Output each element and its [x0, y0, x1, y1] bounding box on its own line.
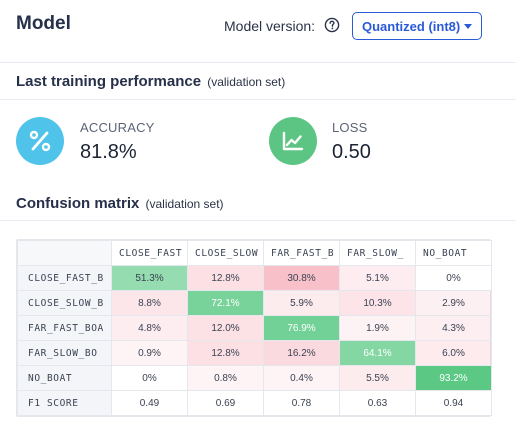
- performance-title-text: Last training performance: [16, 73, 202, 90]
- question-circle-icon[interactable]: [324, 17, 340, 33]
- matrix-cell: 12.0%: [187, 315, 264, 341]
- accuracy-value: 81.8%: [80, 141, 137, 163]
- matrix-col-header: FAR_SLOW_: [339, 240, 416, 266]
- matrix-cell: 4.8%: [111, 315, 188, 341]
- performance-title: Last training performance (validation se…: [16, 73, 285, 90]
- performance-divider: [0, 99, 516, 100]
- header-divider: [0, 62, 516, 63]
- matrix-cell: 4.3%: [415, 315, 492, 341]
- matrix-row: CLOSE_SLOW_B 8.8% 72.1% 5.9% 10.3% 2.9%: [17, 290, 492, 316]
- matrix-cell: 12.8%: [187, 340, 264, 366]
- matrix-col-header: CLOSE_SLOW: [187, 240, 264, 266]
- f1-score-row: F1 SCORE 0.49 0.69 0.78 0.63 0.94: [17, 390, 492, 416]
- matrix-header-row: CLOSE_FAST CLOSE_SLOW FAR_FAST_B FAR_SLO…: [17, 240, 492, 266]
- matrix-cell: 76.9%: [263, 315, 340, 341]
- matrix-row: FAR_SLOW_BO 0.9% 12.8% 16.2% 64.1% 6.0%: [17, 340, 492, 366]
- confusion-title-text: Confusion matrix: [16, 195, 140, 212]
- matrix-row-header: FAR_SLOW_BO: [17, 340, 112, 366]
- matrix-cell: 10.3%: [339, 290, 416, 316]
- percent-icon: [16, 117, 64, 165]
- matrix-col-header: NO_BOAT: [415, 240, 492, 266]
- matrix-cell: 51.3%: [111, 265, 188, 291]
- matrix-cell: 2.9%: [415, 290, 492, 316]
- matrix-col-header: CLOSE_FAST: [111, 240, 188, 266]
- matrix-cell: 6.0%: [415, 340, 492, 366]
- matrix-cell: 12.8%: [187, 265, 264, 291]
- matrix-cell: 0%: [111, 365, 188, 391]
- matrix-corner-cell: [17, 240, 112, 266]
- matrix-cell: 0.8%: [187, 365, 264, 391]
- confusion-title: Confusion matrix (validation set): [16, 195, 224, 212]
- page-title: Model: [16, 13, 71, 34]
- matrix-cell: 16.2%: [263, 340, 340, 366]
- accuracy-label: ACCURACY: [80, 120, 155, 135]
- loss-value: 0.50: [332, 141, 371, 163]
- f1-score-cell: 0.69: [187, 390, 264, 416]
- matrix-cell: 5.5%: [339, 365, 416, 391]
- f1-score-cell: 0.78: [263, 390, 340, 416]
- loss-badge: [269, 117, 317, 165]
- line-chart-icon: [269, 117, 317, 165]
- model-version-select[interactable]: Quantized (int8): [352, 12, 482, 40]
- matrix-cell: 72.1%: [187, 290, 264, 316]
- model-version-label: Model version:: [224, 18, 316, 34]
- matrix-row-header: CLOSE_SLOW_B: [17, 290, 112, 316]
- confusion-matrix-table: CLOSE_FAST CLOSE_SLOW FAR_FAST_B FAR_SLO…: [17, 240, 492, 416]
- model-header: Model Model version: Quantized (int8): [0, 0, 516, 50]
- matrix-cell: 1.9%: [339, 315, 416, 341]
- matrix-cell: 8.8%: [111, 290, 188, 316]
- matrix-cell: 0.4%: [263, 365, 340, 391]
- confusion-divider: [0, 220, 516, 221]
- matrix-cell: 64.1%: [339, 340, 416, 366]
- matrix-row-header: NO_BOAT: [17, 365, 112, 391]
- matrix-col-header: FAR_FAST_B: [263, 240, 340, 266]
- confusion-subtitle: (validation set): [145, 197, 224, 211]
- performance-subtitle: (validation set): [207, 75, 286, 89]
- accuracy-badge: [16, 117, 64, 165]
- confusion-matrix: CLOSE_FAST CLOSE_SLOW FAR_FAST_B FAR_SLO…: [16, 239, 492, 417]
- matrix-cell: 30.8%: [263, 265, 340, 291]
- matrix-row: CLOSE_FAST_B 51.3% 12.8% 30.8% 5.1% 0%: [17, 265, 492, 291]
- matrix-row: FAR_FAST_BOA 4.8% 12.0% 76.9% 1.9% 4.3%: [17, 315, 492, 341]
- f1-score-cell: 0.49: [111, 390, 188, 416]
- matrix-row-header: F1 SCORE: [17, 390, 112, 416]
- matrix-cell: 5.9%: [263, 290, 340, 316]
- f1-score-cell: 0.94: [415, 390, 492, 416]
- matrix-cell: 93.2%: [415, 365, 492, 391]
- matrix-row: NO_BOAT 0% 0.8% 0.4% 5.5% 93.2%: [17, 365, 492, 391]
- matrix-row-header: CLOSE_FAST_B: [17, 265, 112, 291]
- model-version-value: Quantized (int8): [362, 18, 461, 34]
- loss-label: LOSS: [332, 120, 368, 135]
- matrix-cell: 5.1%: [339, 265, 416, 291]
- matrix-cell: 0%: [415, 265, 492, 291]
- chevron-down-icon: [464, 24, 472, 29]
- f1-score-cell: 0.63: [339, 390, 416, 416]
- matrix-cell: 0.9%: [111, 340, 188, 366]
- matrix-row-header: FAR_FAST_BOA: [17, 315, 112, 341]
